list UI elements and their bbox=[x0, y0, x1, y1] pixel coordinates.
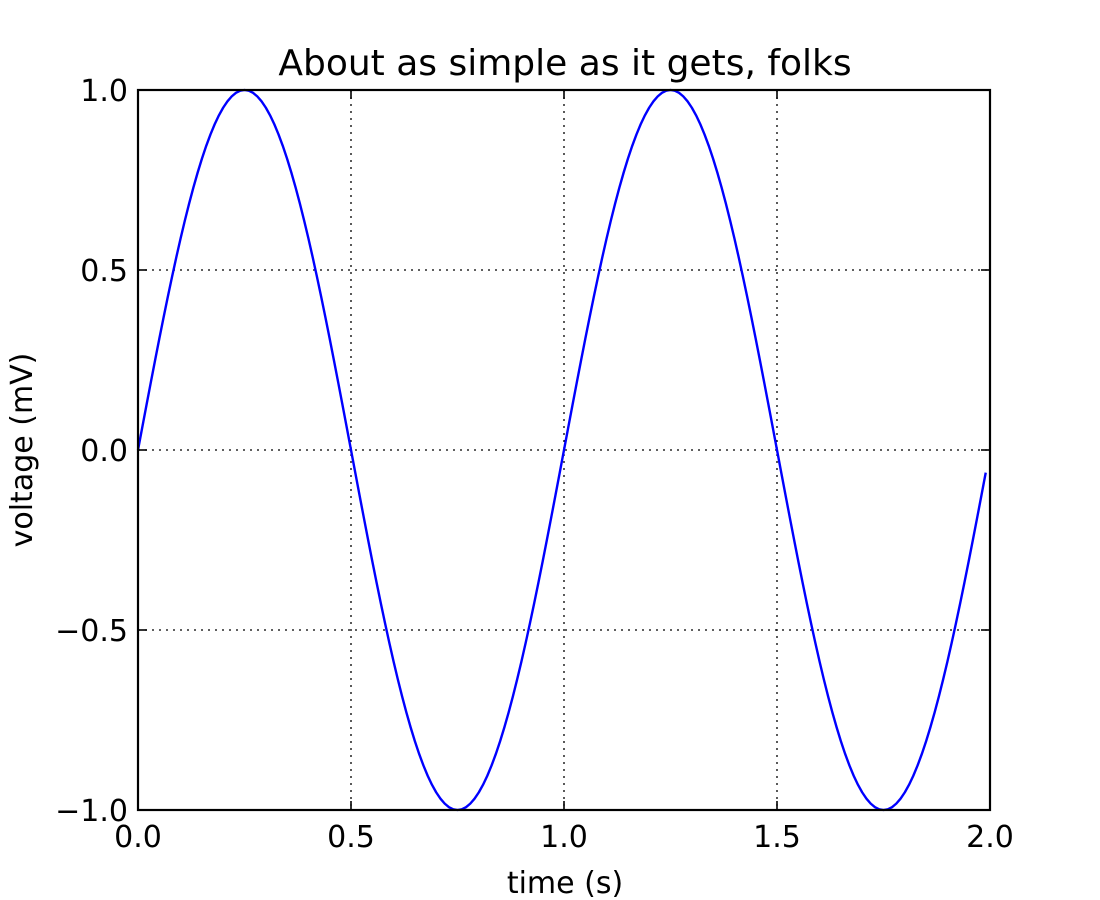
tick-marks bbox=[137, 89, 991, 811]
x-axis-label: time (s) bbox=[507, 866, 623, 900]
y-tick-label-1: −0.5 bbox=[55, 614, 128, 649]
tick-labels: 0.0 0.5 1.0 1.5 2.0 −1.0 −0.5 0.0 0.5 1.0 bbox=[55, 74, 1014, 855]
x-tick-label-0: 0.0 bbox=[114, 820, 162, 855]
y-tick-label-3: 0.5 bbox=[80, 254, 128, 289]
x-tick-label-3: 1.5 bbox=[753, 820, 801, 855]
x-tick-label-2: 1.0 bbox=[540, 820, 588, 855]
y-tick-label-0: −1.0 bbox=[55, 794, 128, 829]
series-line-0 bbox=[136, 88, 987, 812]
series-layer bbox=[136, 88, 987, 812]
chart-title: About as simple as it gets, folks bbox=[278, 43, 851, 84]
grid-lines bbox=[138, 90, 990, 810]
x-tick-label-4: 2.0 bbox=[966, 820, 1014, 855]
y-tick-label-2: 0.0 bbox=[80, 434, 128, 469]
x-tick-label-1: 0.5 bbox=[327, 820, 375, 855]
y-tick-label-4: 1.0 bbox=[80, 74, 128, 109]
y-axis-label: voltage (mV) bbox=[5, 353, 40, 548]
